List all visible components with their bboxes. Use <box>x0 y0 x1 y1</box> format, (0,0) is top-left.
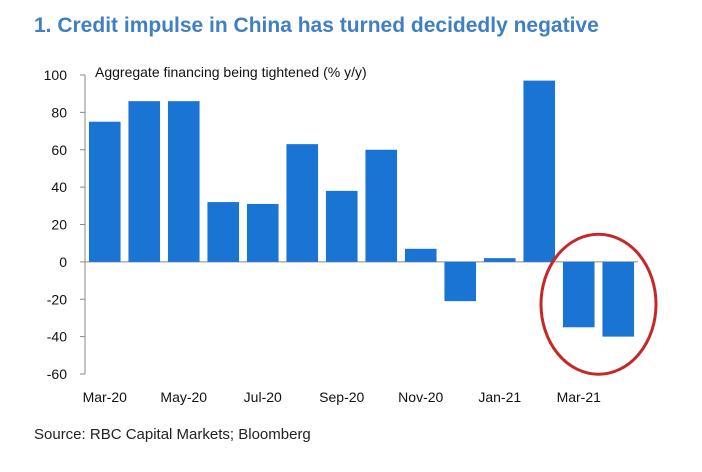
source-note: Source: RBC Capital Markets; Bloomberg <box>34 426 311 443</box>
bar-nov-20 <box>404 248 437 262</box>
y-tick-label: 20 <box>51 217 67 233</box>
y-tick-label: 60 <box>51 142 67 158</box>
x-tick-label: Nov-20 <box>398 389 443 405</box>
bars <box>88 80 635 337</box>
y-tick-label: 0 <box>59 254 67 270</box>
bar-apr-20 <box>128 101 161 262</box>
x-tick-label: Jan-21 <box>478 389 521 405</box>
y-tick-label: 40 <box>51 179 67 195</box>
y-tick-label: 100 <box>44 67 68 83</box>
x-axis: Mar-20 May-20 Jul-20 Sep-20 Nov-20 Jan-21 Mar-… <box>83 389 602 405</box>
highlight-circle <box>539 232 658 376</box>
bar-mar-20 <box>88 121 121 262</box>
x-tick-label: May-20 <box>160 389 207 405</box>
y-tick-label: -20 <box>47 291 67 307</box>
x-tick-label: Jul-20 <box>244 389 282 405</box>
bar-oct-20 <box>365 149 398 262</box>
bar-may-20 <box>167 101 200 262</box>
bar-apr-21 <box>602 261 635 337</box>
chart-title: 1. Credit impulse in China has turned de… <box>34 14 599 37</box>
y-tick-label: -40 <box>47 329 67 345</box>
bar-aug-20 <box>286 144 319 262</box>
bar-dec-20 <box>444 261 477 302</box>
y-tick-label: 80 <box>51 104 67 120</box>
bar-sep-20 <box>325 190 358 262</box>
bar-mar-21 <box>562 261 595 328</box>
chart-subtitle: Aggregate financing being tightened (% y… <box>95 64 367 80</box>
bar-feb-21 <box>523 80 556 262</box>
bar-jul-20 <box>246 203 279 262</box>
y-tick-label: -60 <box>47 366 67 382</box>
bar-jun-20 <box>207 202 240 262</box>
x-tick-label: Mar-20 <box>83 389 128 405</box>
bar-jan-21 <box>483 258 516 262</box>
x-tick-label: Mar-21 <box>557 389 602 405</box>
x-tick-label: Sep-20 <box>319 389 364 405</box>
